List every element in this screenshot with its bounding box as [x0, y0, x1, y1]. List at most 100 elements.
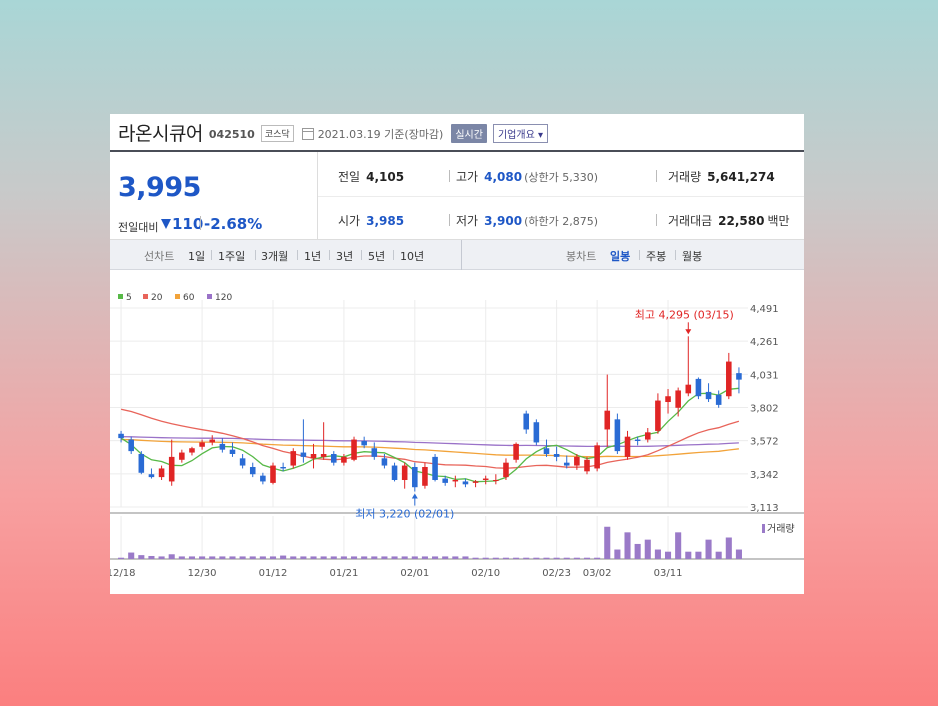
- candle-body: [736, 373, 742, 380]
- candle-body: [665, 396, 671, 403]
- volume-bar: [604, 526, 611, 559]
- volume-bar: [583, 557, 591, 559]
- stat-divider: [449, 170, 450, 182]
- change-label: 전일대비: [118, 221, 159, 234]
- ma120-line: [121, 436, 739, 448]
- period-monthly[interactable]: 월봉: [682, 250, 703, 263]
- candle-body: [594, 445, 600, 469]
- stat-volume: 거래량 5,641,274: [668, 168, 775, 185]
- legend-swatch: [143, 294, 148, 299]
- volume-bar: [280, 555, 287, 559]
- volume-bar: [350, 556, 358, 559]
- stats-panel: 전일 4,105 고가 4,080 (상한가 5,330) 거래량 5,641,274 …: [318, 152, 804, 240]
- line-chart-label: 선차트: [144, 250, 175, 263]
- y-tick-label: 3,113: [750, 503, 779, 514]
- stat-label: 시가: [338, 214, 361, 228]
- volume-bar: [553, 557, 560, 559]
- volume-bar: [219, 556, 226, 559]
- period-divider: [329, 250, 330, 260]
- company-info-button[interactable]: 기업개요 ▾: [492, 124, 548, 143]
- candle-body: [361, 441, 367, 446]
- high-arrow-head: [685, 329, 692, 335]
- volume-bar: [381, 556, 388, 559]
- stats-row-divider: [318, 196, 804, 197]
- candle-body: [189, 448, 195, 453]
- volume-bar: [401, 556, 408, 559]
- period-divider: [675, 250, 676, 260]
- period-1y[interactable]: 1년: [304, 250, 322, 263]
- period-10y[interactable]: 10년: [400, 250, 425, 263]
- period-5y[interactable]: 5년: [368, 250, 386, 263]
- current-price: 3,995: [118, 172, 201, 203]
- x-tick-label: 12/18: [110, 568, 135, 579]
- stat-label: 전일: [338, 170, 361, 184]
- volume-bar: [188, 556, 196, 559]
- candle-body: [655, 400, 661, 431]
- period-weekly[interactable]: 주봉: [646, 250, 667, 263]
- ma20-line: [120, 408, 740, 469]
- change-divider: [200, 216, 201, 230]
- volume-bar: [330, 556, 337, 559]
- period-divider: [255, 250, 256, 260]
- price-panel: 3,995 전일대비 110 -2.68%: [110, 152, 318, 240]
- base-date: 2021.03.19 기준(장마감): [317, 127, 444, 141]
- candle-body: [533, 422, 540, 443]
- stock-card: 라온시큐어 042510 코스닥 2021.03.19 기준(장마감) 실시간 …: [110, 114, 804, 594]
- realtime-button[interactable]: 실시간: [451, 124, 487, 143]
- candle-body: [199, 442, 205, 447]
- period-3m[interactable]: 3개월: [261, 250, 289, 263]
- volume-legend-swatch: [762, 524, 765, 533]
- candle-body: [249, 466, 256, 475]
- volume-bar: [492, 557, 499, 559]
- period-divider: [361, 250, 362, 260]
- stat-value: 5,641,274: [707, 170, 775, 184]
- stat-divider: [656, 170, 657, 182]
- volume-bar: [371, 556, 378, 559]
- stat-value: 22,580: [718, 214, 765, 228]
- candle-body: [624, 436, 631, 457]
- period-daily[interactable]: 일봉: [610, 250, 631, 263]
- candle-body: [462, 481, 469, 485]
- x-tick-label: 02/10: [471, 568, 500, 579]
- volume-bar: [411, 556, 418, 559]
- period-1d[interactable]: 1일: [188, 250, 206, 263]
- volume-bar: [715, 551, 722, 559]
- candle-body: [118, 433, 124, 439]
- volume-bar: [178, 556, 185, 559]
- candle-body: [401, 465, 408, 480]
- period-divider: [639, 250, 640, 260]
- stat-open: 시가 3,985: [338, 212, 404, 229]
- volume-bar: [158, 556, 165, 559]
- volume-bar: [614, 549, 621, 559]
- volume-bar: [138, 555, 145, 559]
- volume-bar: [361, 556, 368, 559]
- volume-bar: [695, 551, 702, 559]
- candle-body: [219, 443, 226, 450]
- candle-body: [148, 474, 155, 478]
- candle-body: [179, 452, 185, 460]
- candlestick-chart: 4,491 4,261 4,031 3,802 3,572 3,342 3,113 12/18…: [110, 293, 804, 579]
- stat-label: 고가: [456, 170, 479, 184]
- candle-body: [260, 475, 266, 482]
- candle-body: [604, 410, 611, 430]
- candle-body: [695, 378, 702, 397]
- volume-bar: [239, 556, 246, 559]
- period-1w[interactable]: 1주일: [218, 250, 246, 263]
- volume-bar: [310, 556, 317, 559]
- candle-body: [553, 454, 560, 457]
- legend-label: 120: [215, 293, 232, 303]
- candle-body: [371, 448, 378, 457]
- volume-bar: [573, 557, 580, 559]
- stat-unit: 백만: [767, 214, 790, 228]
- candle-body: [472, 481, 479, 483]
- volume-bar: [725, 537, 732, 559]
- y-tick-label: 3,572: [750, 437, 779, 448]
- x-tick-label: 12/30: [188, 568, 217, 579]
- volume-bar: [634, 543, 641, 559]
- period-3y[interactable]: 3년: [336, 250, 354, 263]
- volume-bar: [421, 556, 428, 559]
- candle-body: [675, 390, 681, 408]
- candle-body: [543, 448, 550, 455]
- period-divider: [211, 250, 212, 260]
- candle-body: [644, 432, 651, 440]
